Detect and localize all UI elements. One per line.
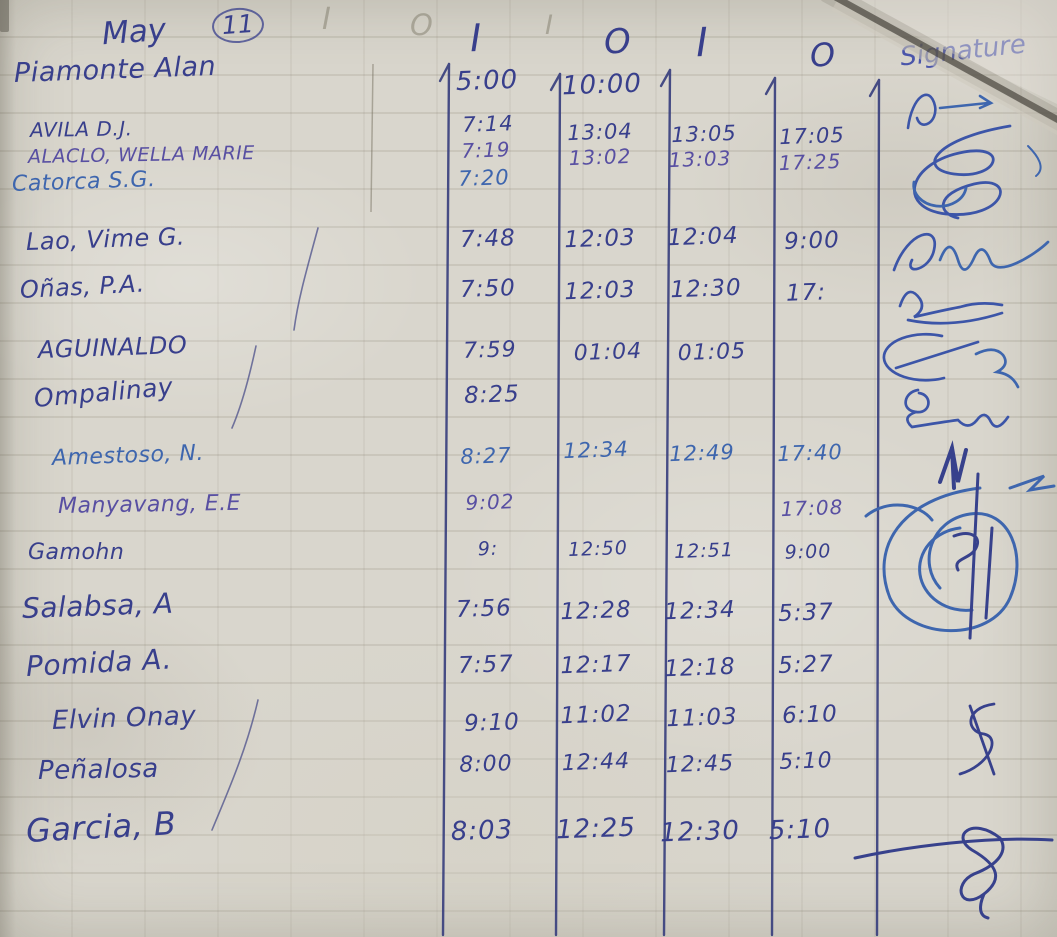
employee-name: Gamohn [28,540,125,565]
ghost-mark-i2: I [545,10,553,41]
employee-name: Garcia, B [25,804,178,850]
time-in-cell: 8:03 [450,814,514,848]
time-out-cell: 12:25 [555,812,637,846]
time-in-cell: 12:30 [659,815,741,849]
ghost-mark-i: I [322,2,331,37]
time-out-cell: 5:10 [768,813,832,847]
paper-edge-mark [0,0,9,32]
ghost-mark-o: O [410,8,433,42]
